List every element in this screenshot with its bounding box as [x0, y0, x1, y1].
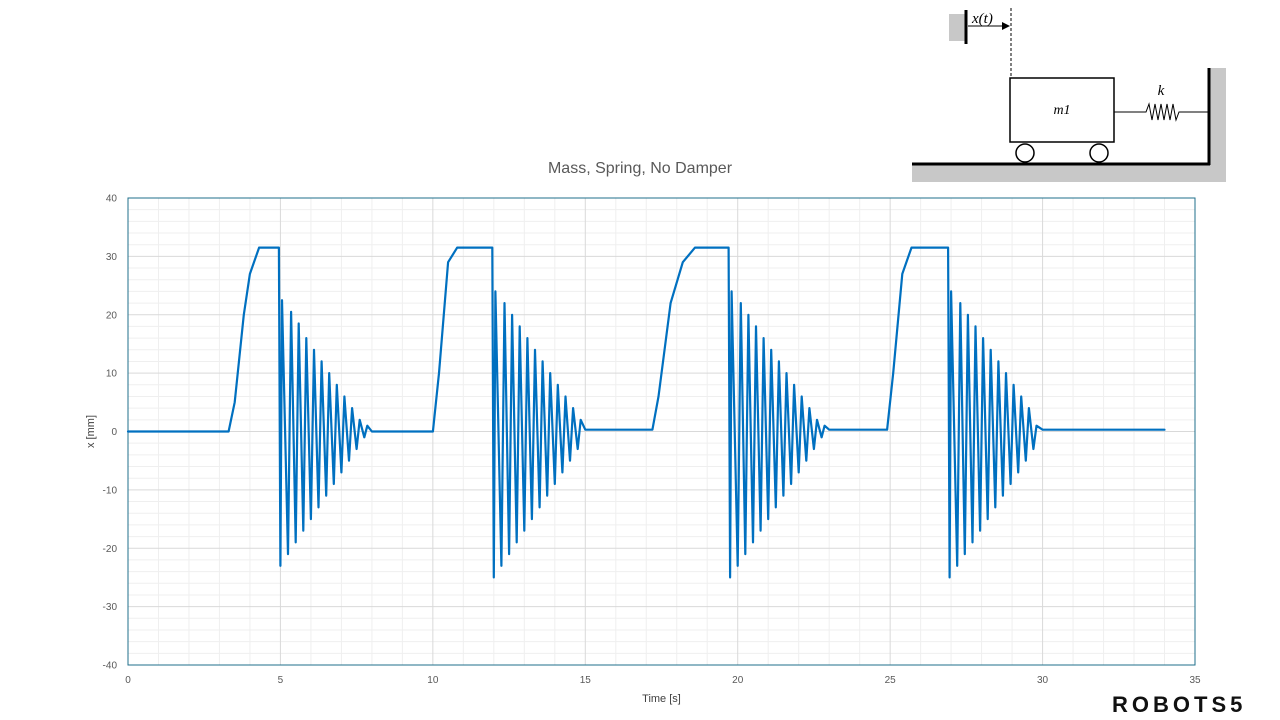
spring-label: k	[1158, 83, 1165, 99]
spring	[1114, 102, 1208, 122]
y-tick-label: -10	[103, 485, 118, 496]
x-tick-label: 30	[1037, 675, 1049, 686]
brand-logo-text: ROBOTS5	[1112, 692, 1247, 717]
mass-block	[1009, 77, 1115, 143]
right-wall-block	[1210, 68, 1226, 172]
y-tick-label: -40	[103, 661, 118, 672]
y-tick-label: 0	[111, 427, 117, 438]
y-tick-label: 20	[106, 310, 118, 321]
input-wall-block	[949, 14, 965, 41]
x-tick-label: 15	[580, 675, 592, 686]
x-tick-label: 20	[732, 675, 744, 686]
chart-title: Mass, Spring, No Damper	[547, 160, 733, 177]
y-axis-title: x [mm]	[85, 415, 97, 448]
y-tick-labels: 40 30 20 10 0 -10 -20 -30 -40	[103, 194, 118, 672]
y-tick-label: 30	[106, 252, 118, 263]
wheel-right	[1089, 143, 1109, 163]
mass-spring-schematic: x(t) m1 k	[912, 8, 1226, 182]
series-line-0	[126, 246, 1166, 579]
x-tick-label: 35	[1189, 675, 1201, 686]
y-tick-label: 10	[106, 369, 118, 380]
x-axis-title: Time [s]	[642, 693, 681, 705]
y-tick-label: 40	[106, 194, 118, 205]
x-tick-labels: 0 5 10 15 20 25 30 35	[125, 675, 1201, 686]
y-tick-label: -20	[103, 544, 118, 555]
series-layer	[126, 246, 1166, 579]
mass-label: m1	[1053, 103, 1070, 118]
y-tick-label: -30	[103, 602, 118, 613]
x-tick-label: 0	[125, 675, 131, 686]
x-tick-label: 25	[885, 675, 897, 686]
input-label: x(t)	[971, 11, 993, 27]
ground-block	[912, 165, 1226, 182]
x-tick-label: 5	[278, 675, 284, 686]
x-tick-label: 10	[427, 675, 439, 686]
wheel-left	[1015, 143, 1035, 163]
input-arrowhead	[1002, 22, 1010, 30]
